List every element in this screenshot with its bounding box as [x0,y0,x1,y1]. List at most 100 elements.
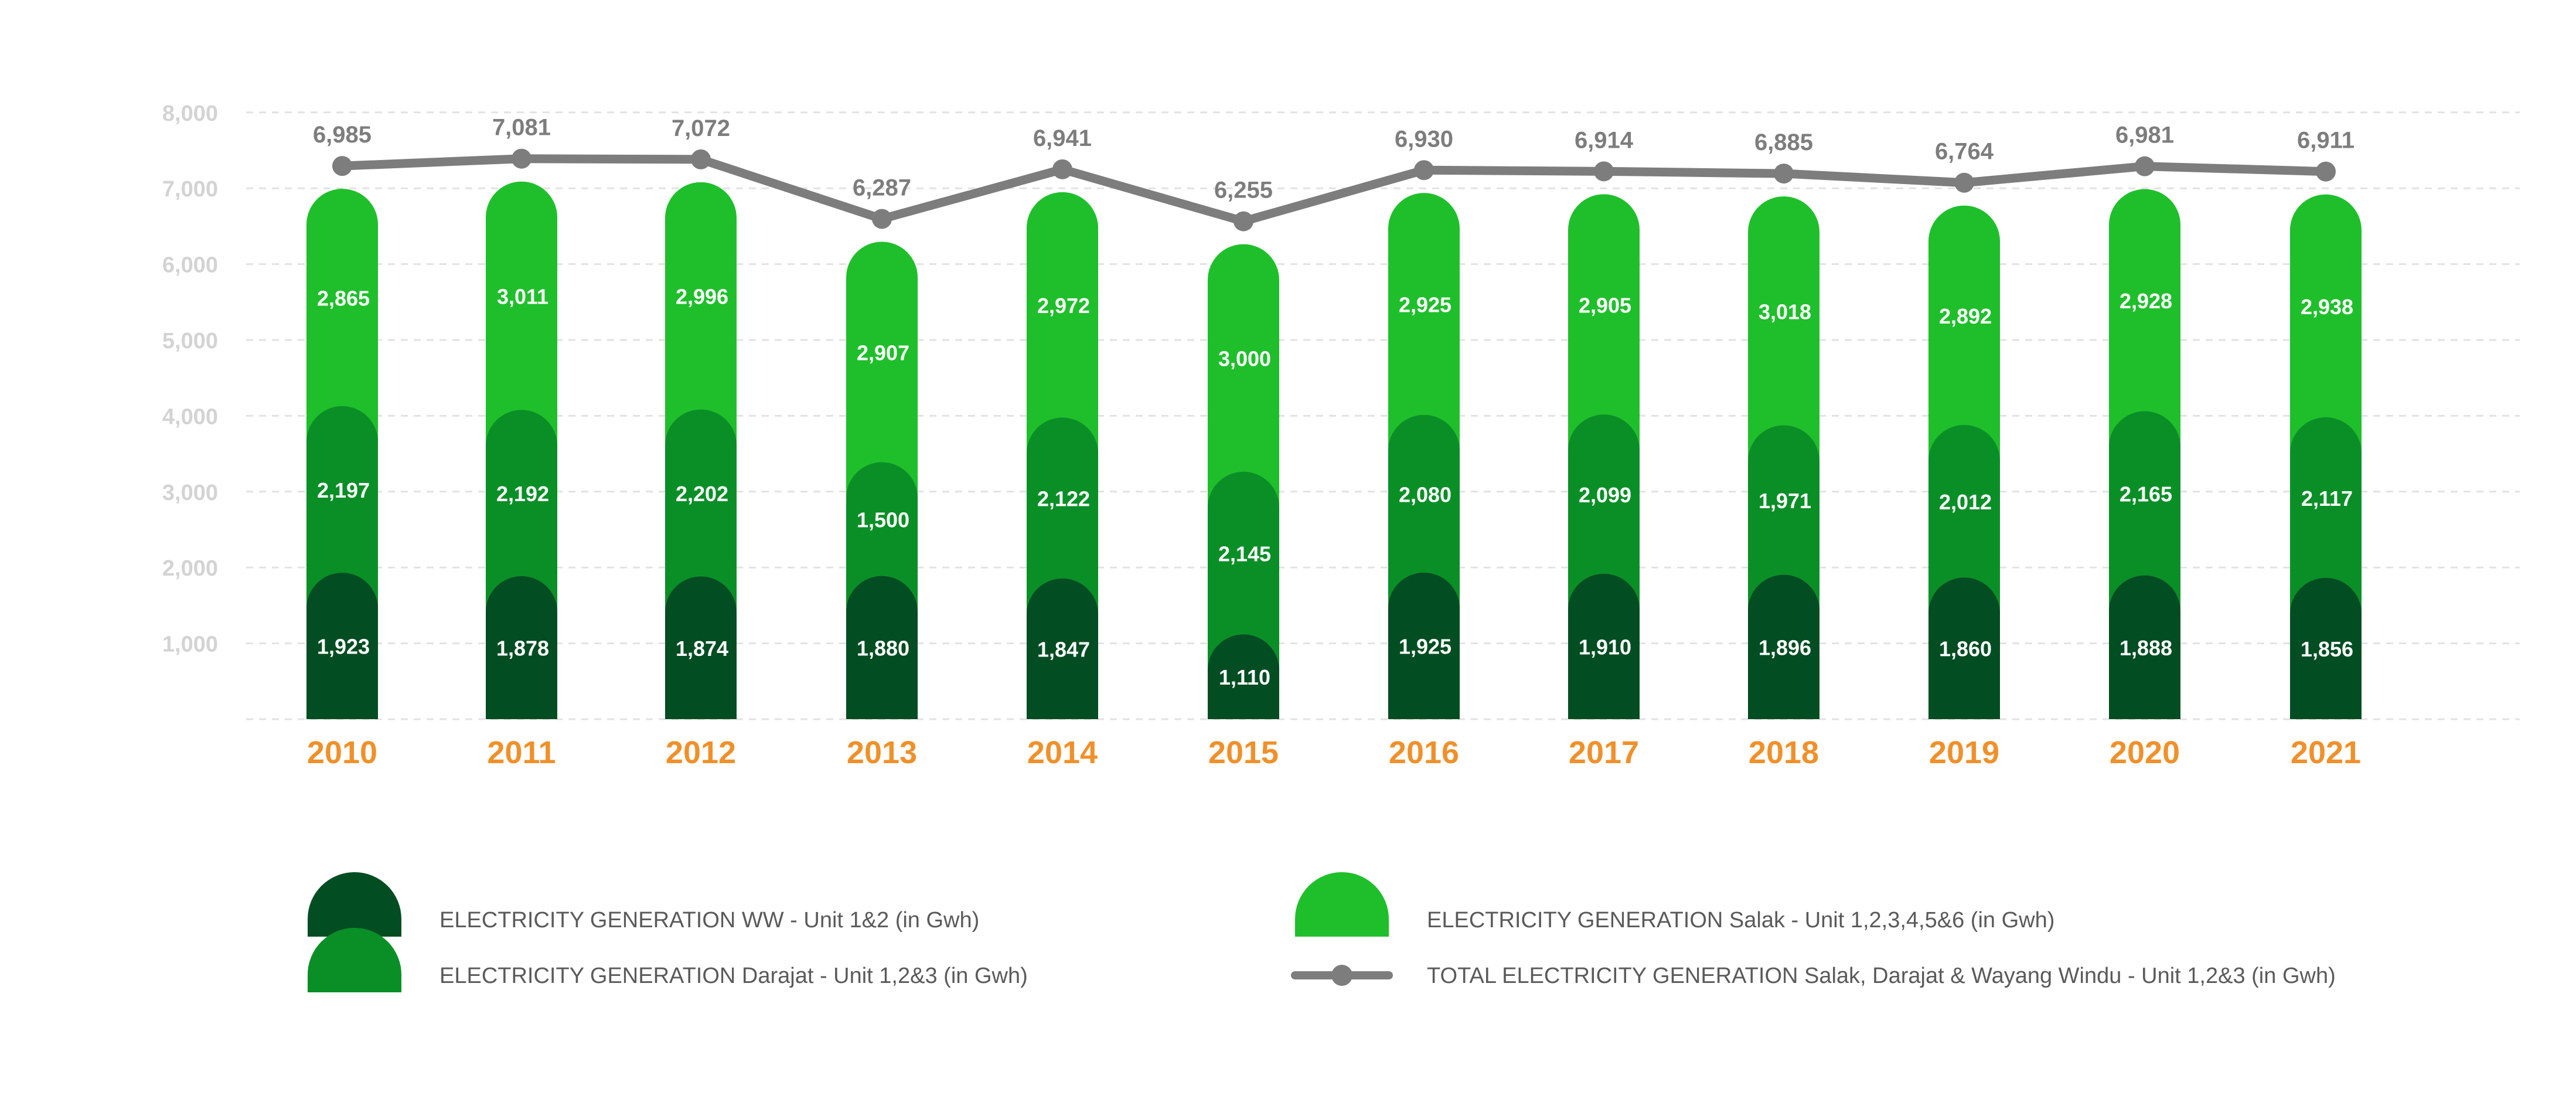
x-tick-label: 2021 [2291,735,2361,770]
bar-stack: 1,847 2,122 2,972 [1027,192,1098,719]
x-tick-label: 2015 [1208,735,1279,770]
total-point [2316,161,2336,182]
bar-value-label: 2,012 [1939,490,1992,514]
y-tick-label: 5,000 [162,329,218,353]
x-tick-label: 2019 [1929,735,1999,770]
bar-value-label: 1,971 [1759,489,1811,513]
bar-value-label: 1,860 [1939,637,1992,661]
bar-segment [1388,572,1460,719]
bar-segment [1568,573,1640,719]
legend-marker [1331,965,1352,986]
x-tick-label: 2010 [307,735,377,770]
bar-stack: 1,923 2,197 2,865 [306,189,378,719]
y-tick-label: 4,000 [162,404,218,429]
y-tick-label: 6,000 [162,253,218,278]
x-tick-label: 2018 [1749,735,1819,770]
x-tick-label: 2011 [487,735,556,770]
bar-value-label: 2,996 [676,285,728,309]
bar-stack: 1,878 2,192 3,011 [486,181,557,719]
total-value-label: 6,981 [2115,123,2174,148]
bar-value-label: 2,202 [676,482,728,506]
total-value-label: 6,914 [1575,127,1634,153]
total-value-label: 7,072 [672,115,730,141]
total-value-label: 6,930 [1395,126,1453,152]
gridlines [246,111,2520,720]
x-tick-label: 2012 [666,735,736,770]
bar-value-label: 1,856 [2301,637,2353,661]
legend-label: ELECTRICITY GENERATION Salak - Unit 1,2,… [1427,908,2054,933]
bar-segment [1928,577,2000,719]
y-tick-label: 3,000 [162,481,218,505]
legend-label: ELECTRICITY GENERATION Darajat - Unit 1,… [439,964,1028,988]
total-point [872,209,892,229]
bar-value-label: 2,892 [1939,304,1992,328]
bar-value-label: 3,018 [1759,300,1811,324]
bar-segment [2290,577,2362,719]
bar-stack: 1,856 2,117 2,938 [2290,194,2362,720]
legend-swatch [308,928,401,992]
bar-stack: 1,110 2,145 3,000 [1208,244,1279,719]
bar-value-label: 1,925 [1399,634,1451,658]
bar-value-label: 1,500 [857,508,909,532]
bar-value-label: 2,925 [1399,293,1451,317]
total-point [691,149,711,169]
bar-stack: 1,880 1,500 2,907 [846,241,918,719]
total-value-label: 7,081 [492,115,551,141]
bar-stack: 1,860 2,012 2,892 [1928,205,2000,719]
bar-stack: 1,874 2,202 2,996 [665,182,737,719]
total-point [1774,164,1794,184]
total-point [1414,160,1434,181]
y-tick-label: 1,000 [162,632,218,657]
total-point [1594,161,1614,182]
legend-item: TOTAL ELECTRICITY GENERATION Salak, Dara… [1291,964,2336,988]
bar-segment [1208,634,1279,719]
legend: ELECTRICITY GENERATION WW - Unit 1&2 (in… [308,872,2336,992]
total-point [512,148,531,169]
bar-value-label: 2,165 [2120,482,2172,506]
bar-value-label: 1,880 [857,636,909,660]
legend-swatch [1295,872,1389,937]
total-point [1234,211,1253,232]
legend-swatch [308,872,401,937]
bar-segment [2109,575,2180,719]
bar-value-label: 1,847 [1037,637,1090,661]
total-line-series: 6,985 7,081 7,072 6,287 6,941 6,255 6,930 6,914… [313,115,2354,232]
bar-segment [306,573,378,719]
bar-value-label: 2,197 [317,478,370,502]
total-point [1052,159,1072,179]
bar-segment [1748,574,1819,719]
total-value-label: 6,911 [2297,128,2354,154]
bar-value-label: 2,907 [857,341,909,365]
bar-value-label: 1,110 [1219,665,1270,689]
total-value-label: 6,985 [313,122,372,148]
bar-value-label: 1,878 [496,636,549,660]
bar-stack: 1,896 1,971 3,018 [1748,196,1819,720]
bar-value-label: 2,865 [317,287,370,311]
total-line [338,154,2330,226]
bar-value-label: 2,117 [2301,486,2353,511]
legend-item: ELECTRICITY GENERATION Darajat - Unit 1,… [308,928,1028,992]
bar-value-label: 2,928 [2120,289,2172,313]
bar-stack: 1,910 2,099 2,905 [1568,194,1640,720]
x-tick-label: 2020 [2110,735,2180,770]
bar-value-label: 2,905 [1579,293,1631,317]
total-value-label: 6,287 [853,175,911,200]
bar-value-label: 2,972 [1037,294,1090,318]
bar-value-label: 1,923 [317,635,370,659]
total-point [2135,156,2155,176]
total-point [332,156,352,176]
bar-value-label: 2,192 [496,482,549,506]
total-value-label: 6,764 [1935,139,1994,165]
y-tick-label: 2,000 [162,556,218,581]
bar-stack: 1,888 2,165 2,928 [2109,189,2180,719]
total-value-label: 6,941 [1033,125,1092,151]
bar-value-label: 1,896 [1759,635,1811,659]
bar-value-label: 2,099 [1579,483,1631,507]
bar-value-label: 2,122 [1037,487,1090,511]
y-tick-label: 7,000 [162,177,218,202]
bar-value-label: 2,938 [2301,295,2353,319]
y-tick-label: 8,000 [162,101,218,126]
bar-stacks: 1,923 2,197 2,865 1,878 2,192 3,011 1,874 2,202… [306,181,2362,720]
bar-segment [1027,578,1098,719]
legend-item: ELECTRICITY GENERATION WW - Unit 1&2 (in… [308,872,979,937]
